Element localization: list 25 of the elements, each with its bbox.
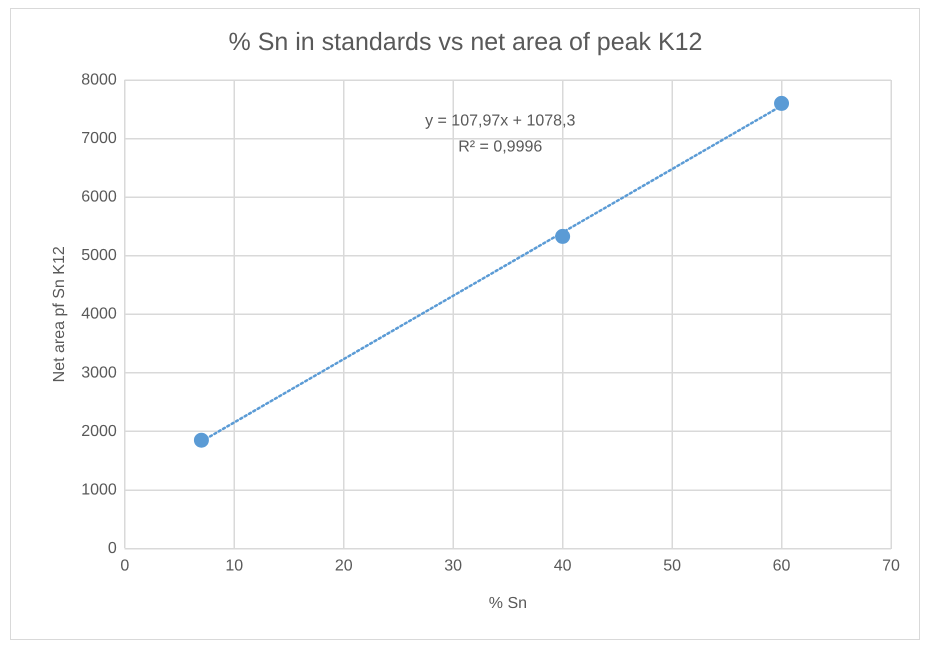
x-tick-label: 10 <box>225 558 244 575</box>
chart-title: % Sn in standards vs net area of peak K12 <box>228 28 702 56</box>
x-tick-label: 60 <box>772 558 791 575</box>
y-tick-label: 3000 <box>81 364 117 382</box>
point <box>194 432 209 448</box>
point <box>555 228 570 244</box>
y-axis-title: Net area pf Sn K12 <box>51 246 68 382</box>
annotation: y = 107,97x + 1078,3 <box>425 112 576 130</box>
x-tick-label: 30 <box>444 558 462 575</box>
y-tick-label: 2000 <box>81 422 117 440</box>
y-tick-label: 4000 <box>81 306 117 323</box>
y-tick-label: 5000 <box>81 247 117 264</box>
y-tick-label: 8000 <box>81 71 117 88</box>
y-tick-label: 7000 <box>81 130 117 147</box>
y-tick-label: 0 <box>108 540 117 558</box>
x-axis-title: % Sn <box>488 594 528 612</box>
x-tick-label: 50 <box>663 558 682 575</box>
x-tick-label: 70 <box>882 558 900 575</box>
x-tick-label: 40 <box>554 558 572 575</box>
annotation: R² = 0,9996 <box>458 138 542 156</box>
y-tick-label: 1000 <box>81 481 117 498</box>
point <box>774 96 790 111</box>
x-tick-label: 0 <box>120 558 130 575</box>
y-tick-label: 6000 <box>81 188 117 206</box>
x-tick-label: 20 <box>334 558 353 575</box>
